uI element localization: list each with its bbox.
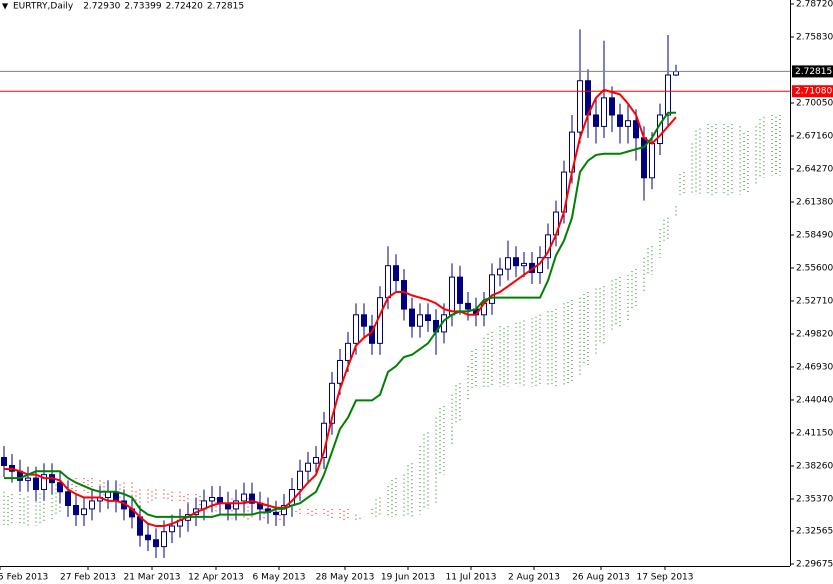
candle-body	[313, 457, 319, 464]
y-tick-label: 2.49820	[796, 329, 833, 339]
kijun-line	[4, 111, 676, 518]
header-value: 2.72815	[207, 2, 244, 12]
candle-body	[521, 262, 527, 267]
candle-body	[673, 71, 679, 76]
y-tick-label: 2.46930	[796, 362, 833, 372]
candle-body	[1, 457, 7, 467]
candle-body	[593, 114, 599, 127]
y-tick-label: 2.64270	[796, 164, 833, 174]
y-tick-label: 2.67160	[796, 131, 833, 141]
candle-body	[633, 120, 639, 139]
x-tick-label: 12 Apr 2013	[188, 573, 244, 583]
price-label: 2.72815	[795, 67, 832, 77]
candle-body	[41, 474, 47, 490]
x-tick-label: 6 May 2013	[253, 573, 306, 583]
price-box	[792, 85, 833, 98]
candle-body	[249, 493, 255, 504]
candle-body	[353, 314, 359, 344]
y-tick-label: 2.44040	[796, 395, 833, 405]
candle-body	[617, 114, 623, 127]
candle-body	[649, 143, 655, 179]
candle-body	[457, 276, 463, 304]
candle-body	[609, 97, 615, 116]
y-tick-label: 2.55600	[796, 263, 833, 273]
candle-body	[145, 534, 151, 541]
header-value: 2.73399	[124, 2, 161, 12]
candle-body	[273, 511, 279, 516]
y-tick-label: 2.70050	[796, 98, 833, 108]
candle-body	[73, 504, 79, 516]
candle-body	[489, 274, 495, 304]
candle-body	[329, 382, 335, 424]
candle-body	[625, 120, 631, 127]
candle-body	[81, 508, 87, 516]
header-value: 2.72930	[83, 2, 120, 12]
header-value: 2.72420	[166, 2, 203, 12]
candle-body	[577, 80, 583, 133]
candle-body	[497, 268, 503, 276]
candle-body	[409, 308, 415, 327]
x-tick-label: 26 Aug 2013	[572, 573, 630, 583]
candle-body	[233, 500, 239, 510]
candle-body	[601, 97, 607, 127]
plot-area	[1, 29, 781, 559]
y-tick-label: 2.75830	[796, 32, 833, 42]
candle-body	[57, 482, 63, 493]
candle-body	[305, 462, 311, 472]
candle-body	[417, 314, 423, 327]
y-tick-label: 2.52710	[796, 296, 833, 306]
price-label: 2.71080	[795, 87, 832, 97]
header-bg	[0, 0, 240, 12]
candle-body	[657, 114, 663, 145]
candle-body	[169, 525, 175, 533]
x-tick-label: 5 Feb 2013	[0, 573, 48, 583]
x-tick-label: 19 Jun 2013	[381, 573, 435, 583]
x-tick-label: 2 Aug 2013	[508, 573, 560, 583]
x-tick-label: 11 Jul 2013	[446, 573, 497, 583]
candle-body	[385, 265, 391, 299]
y-tick-label: 2.58490	[796, 230, 833, 240]
candle-body	[25, 477, 31, 481]
candle-body	[33, 477, 39, 490]
candle-body	[665, 74, 671, 116]
y-tick-label: 2.38260	[796, 461, 833, 471]
tenkan-line	[4, 88, 677, 528]
candle-body	[401, 280, 407, 310]
candle-body	[449, 276, 455, 316]
candle-body	[513, 257, 519, 267]
candle-body	[89, 500, 95, 510]
y-tick-label: 2.35370	[796, 494, 833, 504]
candle-body	[345, 342, 351, 361]
candle-body	[65, 491, 71, 506]
price-box	[792, 65, 833, 78]
candle-body	[153, 539, 159, 548]
x-tick-label: 17 Sep 2013	[636, 573, 693, 583]
x-tick-label: 21 Mar 2013	[123, 573, 180, 583]
x-tick-label: 27 Feb 2013	[60, 573, 116, 583]
candle-body	[393, 265, 399, 282]
candle-body	[161, 531, 167, 548]
candle-body	[241, 493, 247, 502]
y-tick-label: 2.41150	[796, 428, 833, 438]
candle-body	[425, 314, 431, 322]
y-tick-label: 2.61380	[796, 197, 833, 207]
x-tick-label: 28 May 2013	[316, 573, 375, 583]
y-tick-label: 2.32565	[796, 527, 833, 537]
dropdown-icon[interactable]: ▼	[2, 2, 9, 11]
candle-body	[209, 496, 215, 502]
candle-body	[281, 504, 287, 516]
y-tick-label: 2.78720	[796, 0, 833, 9]
y-tick-label: 2.29675	[796, 560, 833, 570]
candle-body	[465, 302, 471, 310]
symbol-label: EURTRY,Daily	[13, 2, 74, 12]
candle-body	[297, 470, 303, 490]
candle-body	[361, 314, 367, 327]
candle-body	[505, 257, 511, 270]
candle-body	[337, 359, 343, 384]
